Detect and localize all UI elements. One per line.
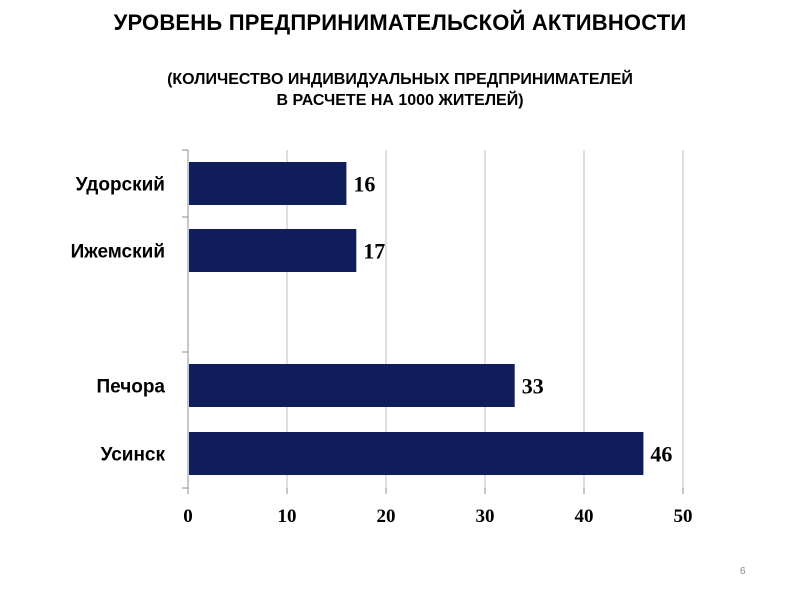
bar-1 (189, 229, 357, 272)
bar-2 (189, 364, 515, 407)
category-label-3: Усинск (101, 445, 166, 466)
x-tick-label-1: 10 (278, 506, 297, 527)
bar-3 (189, 432, 644, 475)
data-label-0: 16 (353, 172, 375, 197)
x-tick-label-0: 0 (183, 506, 193, 527)
bar-0 (189, 162, 347, 205)
x-tick-label-5: 50 (674, 506, 693, 527)
category-label-0: Удорский (76, 175, 165, 196)
x-tick-label-2: 20 (377, 506, 396, 527)
category-label-1: Ижемский (71, 242, 165, 263)
x-tick-label-3: 30 (476, 506, 495, 527)
page-subtitle: (КОЛИЧЕСТВО ИНДИВИДУАЛЬНЫХ ПРЕДПРИНИМАТЕ… (0, 69, 800, 111)
x-tick-label-4: 40 (575, 506, 594, 527)
data-label-1: 17 (363, 239, 385, 264)
page-title: УРОВЕНЬ ПРЕДПРИНИМАТЕЛЬСКОЙ АКТИВНОСТИ (113, 10, 687, 35)
subtitle-line-2: В РАСЧЕТЕ НА 1000 ЖИТЕЛЕЙ) (276, 92, 524, 109)
data-label-2: 33 (522, 374, 544, 399)
page-number: 6 (740, 566, 746, 577)
subtitle-line-1: (КОЛИЧЕСТВО ИНДИВИДУАЛЬНЫХ ПРЕДПРИНИМАТЕ… (167, 71, 633, 88)
data-label-3: 46 (650, 442, 672, 467)
category-label-2: Печора (96, 377, 165, 398)
